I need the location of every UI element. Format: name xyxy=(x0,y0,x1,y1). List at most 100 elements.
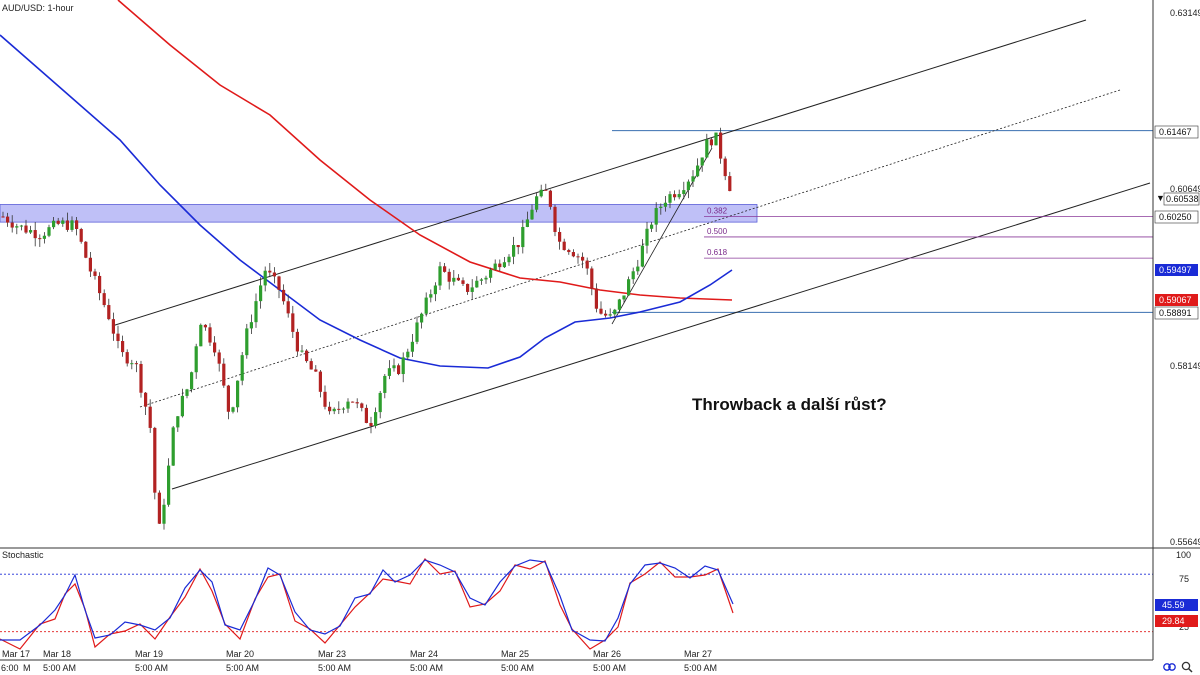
candle-body xyxy=(291,313,295,332)
candle xyxy=(456,274,460,282)
candle xyxy=(406,348,410,361)
candle xyxy=(213,336,217,357)
candle-body xyxy=(378,392,382,413)
candle-body xyxy=(558,231,562,242)
candle-body xyxy=(222,363,226,386)
candle xyxy=(259,277,263,309)
candle xyxy=(84,241,88,259)
stoch-badge-text: 45.59 xyxy=(1162,600,1185,610)
time-axis: Mar 17 Mar 18 Mar 19 Mar 20 Mar 23 Mar 2… xyxy=(1,649,717,673)
candle xyxy=(42,232,46,244)
candle xyxy=(654,202,658,232)
candle-body xyxy=(714,132,718,146)
candle-body xyxy=(65,220,69,230)
candle xyxy=(397,363,401,376)
time-subtick: 5:00 AM xyxy=(684,663,717,673)
candle xyxy=(475,276,479,288)
candle xyxy=(443,263,447,273)
candle-body xyxy=(185,389,189,396)
candle xyxy=(309,358,313,370)
candle-body xyxy=(318,371,322,392)
fibonacci-layer: 0.382 0.500 0.618 xyxy=(704,206,1153,259)
candle-body xyxy=(130,363,134,365)
candle-body xyxy=(627,279,631,296)
stochastic-layer xyxy=(0,558,1153,650)
candle xyxy=(249,314,253,335)
candle xyxy=(79,227,83,244)
candle xyxy=(153,426,157,500)
candle xyxy=(631,267,635,284)
candle xyxy=(277,275,281,299)
candle-body xyxy=(111,319,115,334)
candle-body xyxy=(622,295,626,300)
candle-body xyxy=(180,395,184,417)
candle-body xyxy=(93,271,97,276)
candle-body xyxy=(567,250,571,253)
time-tick: Mar 17 xyxy=(2,649,30,659)
candle-body xyxy=(512,245,516,257)
candle-body xyxy=(659,206,663,209)
candle-body xyxy=(176,416,180,428)
candle xyxy=(585,257,589,275)
time-tick: Mar 18 xyxy=(43,649,71,659)
candle xyxy=(470,279,474,299)
candle xyxy=(88,251,92,277)
candle xyxy=(507,254,511,266)
candle-body xyxy=(502,262,506,268)
candle-body xyxy=(134,363,138,365)
candle-body xyxy=(254,301,258,323)
magnify-icon[interactable] xyxy=(1181,661,1193,673)
candle-body xyxy=(56,220,60,224)
moving-average-red xyxy=(117,0,733,301)
price-tick: 0.55649 xyxy=(1170,537,1200,547)
candle-body xyxy=(300,350,304,352)
candle-body xyxy=(125,352,129,364)
candle xyxy=(346,398,350,413)
candle-body xyxy=(696,165,700,177)
candle xyxy=(19,224,23,231)
candle xyxy=(328,401,332,415)
candles-layer xyxy=(1,127,732,530)
candle xyxy=(567,248,571,255)
candle-body xyxy=(590,268,594,289)
candle-body xyxy=(337,408,341,410)
candle-body xyxy=(493,263,497,270)
candle-body xyxy=(516,245,520,248)
support-zone xyxy=(0,204,758,223)
support-zone-layer xyxy=(0,204,758,223)
candle-body xyxy=(171,427,175,466)
candle xyxy=(723,156,727,181)
candle xyxy=(291,305,295,338)
candle xyxy=(70,216,74,232)
candle-body xyxy=(79,229,83,242)
stoch-tick: 75 xyxy=(1179,574,1189,584)
candle-body xyxy=(535,196,539,210)
stoch-tick: 100 xyxy=(1176,550,1191,560)
candle xyxy=(613,308,617,319)
candle xyxy=(1,211,5,218)
candle xyxy=(673,190,677,201)
candle xyxy=(392,358,396,372)
candle-body xyxy=(208,327,212,343)
candle-body xyxy=(33,230,37,239)
candle-body xyxy=(47,227,51,236)
candle xyxy=(378,390,382,419)
candle-body xyxy=(309,361,313,370)
candle-body xyxy=(466,283,470,292)
fib-label-0.500: 0.500 xyxy=(707,227,728,236)
candle-body xyxy=(52,220,56,228)
candle xyxy=(433,282,437,302)
candle xyxy=(364,404,368,424)
candle-body xyxy=(548,190,552,207)
candle-body xyxy=(332,408,336,412)
stoch-badge-blue xyxy=(1155,599,1198,611)
candle-body xyxy=(42,235,46,239)
price-badge-1: 0.61467 xyxy=(1154,125,1199,139)
candle xyxy=(300,345,304,353)
candle xyxy=(240,351,244,386)
link-icon[interactable] xyxy=(1163,663,1176,671)
candle-body xyxy=(447,271,451,282)
candle-body xyxy=(433,285,437,295)
candle-body xyxy=(429,294,433,298)
candle-body xyxy=(663,202,667,207)
